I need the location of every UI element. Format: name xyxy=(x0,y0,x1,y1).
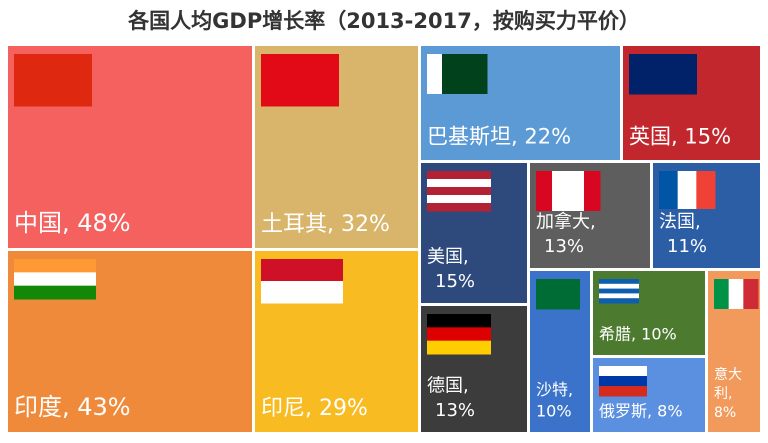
flag-part xyxy=(599,279,639,285)
flag-part xyxy=(427,203,491,212)
flag-part xyxy=(536,279,580,310)
flag-part xyxy=(728,279,744,309)
flag-part xyxy=(599,283,639,290)
flag-part xyxy=(659,171,679,209)
cell-label: 意大 xyxy=(714,366,742,383)
flag-part xyxy=(261,281,343,304)
flag-part xyxy=(427,179,491,188)
cell-label: 美国, xyxy=(427,247,469,268)
flag-part xyxy=(427,327,491,342)
flag-part xyxy=(714,279,730,309)
flag-part xyxy=(599,386,647,397)
cell-label: 希腊, 10% xyxy=(599,325,677,344)
flag-part xyxy=(696,171,716,209)
chart-title: 各国人均GDP增长率（2013-2017，按购买力平价） xyxy=(127,9,640,33)
flag-part xyxy=(584,171,601,211)
cell-label: 巴基斯坦, 22% xyxy=(427,125,571,149)
cell-label: 俄罗斯, 8% xyxy=(599,402,683,421)
cell-label: 13% xyxy=(435,400,475,421)
flag-part xyxy=(568,171,585,211)
flag-part xyxy=(427,54,443,94)
cell-label: 法国, xyxy=(659,212,701,233)
flag-part xyxy=(14,285,96,300)
flag-part xyxy=(743,279,759,309)
cell-label: 沙特, xyxy=(536,380,573,399)
cell-label: 10% xyxy=(536,402,572,421)
cell-label: 印度, 43% xyxy=(14,393,131,421)
flag-part xyxy=(14,272,96,287)
cell-label: 8% xyxy=(714,405,736,421)
flag-part xyxy=(599,293,639,299)
flag-part xyxy=(261,259,343,282)
flag-part xyxy=(599,288,639,294)
flag-part xyxy=(427,195,491,204)
cell-label: 土耳其, 32% xyxy=(261,212,390,237)
flag-part xyxy=(442,54,458,94)
flag-part xyxy=(599,376,647,387)
flag-part xyxy=(427,187,491,196)
cell-label: 11% xyxy=(667,236,707,257)
flag-part xyxy=(536,171,553,211)
flag-part xyxy=(599,366,647,377)
flag-part xyxy=(599,298,639,304)
cell-label: 15% xyxy=(435,271,475,292)
flag-part xyxy=(261,54,339,107)
cell-label: 印尼, 29% xyxy=(261,396,368,421)
flag-part xyxy=(629,54,697,95)
cell-label: 英国, 15% xyxy=(629,125,731,149)
flag-part xyxy=(14,54,92,107)
flag-part xyxy=(427,314,491,328)
flag-part xyxy=(427,171,491,180)
cell-label: 加拿大, xyxy=(536,211,596,233)
flag-part xyxy=(14,259,96,273)
flag-part xyxy=(427,340,491,355)
flag-part xyxy=(677,171,697,209)
flag-part xyxy=(552,171,569,211)
cell-label: 13% xyxy=(544,236,584,257)
flag-part xyxy=(472,54,488,94)
flag-part xyxy=(457,54,473,94)
cell-label: 德国, xyxy=(427,376,469,397)
cell-label: 利, xyxy=(714,386,732,402)
cell-label: 中国, 48% xyxy=(14,209,131,237)
